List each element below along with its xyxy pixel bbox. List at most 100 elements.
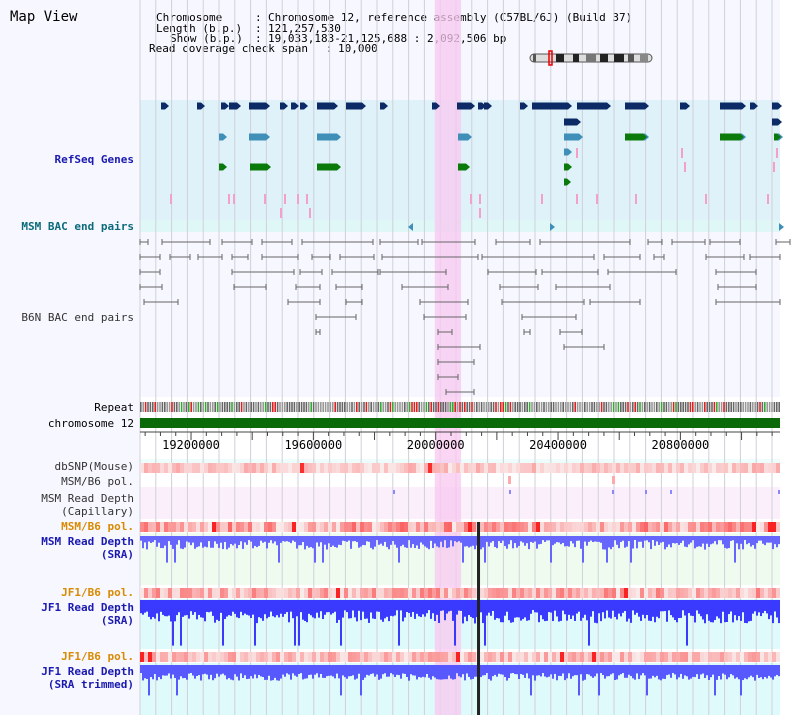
heat-cell [668, 652, 672, 662]
depth-bar [464, 665, 466, 681]
depth-bar [336, 665, 338, 674]
repeat-element [720, 402, 723, 412]
heat-cell [644, 652, 648, 662]
heat-cell [252, 522, 256, 532]
heat-cell [696, 652, 700, 662]
depth-bar [206, 600, 208, 612]
repeat-element [627, 402, 629, 412]
depth-bar [406, 536, 408, 548]
depth-bar [672, 600, 674, 618]
heat-cell [420, 588, 424, 598]
depth-bar [306, 665, 308, 679]
heat-cell [524, 522, 528, 532]
heat-cell [376, 588, 380, 598]
heat-cell [152, 652, 156, 662]
depth-bar [190, 600, 192, 612]
depth-bar [526, 600, 528, 621]
depth-bar [772, 600, 774, 624]
depth-bar [660, 600, 662, 612]
depth-bar [218, 536, 220, 548]
depth-bar [752, 665, 754, 678]
heat-cell [572, 652, 576, 662]
repeat-element [144, 402, 147, 412]
depth-bar [630, 665, 632, 677]
repeat-element [634, 402, 636, 412]
heat-cell [664, 652, 668, 662]
repeat-element [572, 402, 574, 412]
heat-cell [168, 652, 172, 662]
depth-bar [614, 536, 616, 541]
gene-feature [250, 163, 271, 171]
heat-cell [268, 652, 272, 662]
depth-bar [246, 665, 248, 680]
depth-bar [778, 665, 780, 677]
depth-bar [738, 600, 740, 617]
repeat-element [219, 402, 221, 412]
depth-bar [386, 600, 388, 617]
depth-bar [418, 536, 420, 549]
depth-bar [362, 536, 364, 545]
depth-bar [732, 665, 734, 676]
heat-cell [596, 652, 600, 662]
depth-bar [306, 600, 308, 623]
depth-bar [196, 536, 198, 548]
repeat-element [334, 402, 336, 412]
repeat-element [207, 402, 209, 412]
heat-cell [176, 588, 180, 598]
depth-bar [220, 536, 222, 543]
depth-bar [610, 665, 612, 675]
heat-cell [604, 588, 608, 598]
heat-cell [656, 522, 660, 532]
depth-bar [588, 536, 590, 542]
repeat-element [372, 402, 375, 412]
repeat-element [471, 402, 473, 412]
depth-bar [260, 536, 262, 541]
heat-cell [216, 588, 220, 598]
repeat-element [656, 402, 658, 412]
heat-cell [504, 522, 508, 532]
depth-bar [450, 536, 452, 541]
heat-cell [772, 522, 776, 532]
repeat-element [240, 402, 243, 412]
heat-cell [612, 652, 616, 662]
heat-cell [632, 652, 636, 662]
heat-cell [196, 588, 200, 598]
heat-cell [284, 463, 288, 473]
heat-cell [332, 588, 336, 598]
depth-bar [724, 536, 726, 548]
heat-cell [660, 463, 664, 473]
heat-cell [556, 463, 560, 473]
heat-cell [404, 522, 408, 532]
depth-bar [748, 536, 750, 544]
repeat-element [447, 402, 449, 412]
depth-bar [626, 600, 628, 622]
depth-bar [162, 665, 164, 676]
heat-cell [576, 522, 580, 532]
repeat-element [384, 402, 387, 412]
depth-bar [514, 536, 516, 544]
depth-bar [644, 600, 646, 619]
depth-bar [270, 665, 272, 681]
heat-cell [688, 652, 692, 662]
repeat-element [288, 402, 291, 412]
depth-bar [268, 600, 270, 617]
depth-bar [728, 600, 730, 615]
depth-bar [656, 536, 658, 542]
heat-cell [204, 463, 208, 473]
depth-bar [570, 536, 572, 542]
depth-bar [192, 600, 194, 615]
depth-bar [166, 665, 168, 676]
depth-bar [596, 665, 598, 674]
gene-feature [564, 178, 571, 186]
repeat-element [771, 402, 773, 412]
heat-cell [692, 463, 696, 473]
heat-cell [192, 588, 196, 598]
heat-cell [696, 463, 700, 473]
repeat-element [200, 402, 202, 412]
depth-bar [370, 665, 372, 675]
heat-cell [452, 463, 456, 473]
heat-cell [632, 588, 636, 598]
depth-bar [512, 600, 514, 623]
depth-bar [546, 600, 548, 621]
depth-bar [536, 600, 538, 613]
